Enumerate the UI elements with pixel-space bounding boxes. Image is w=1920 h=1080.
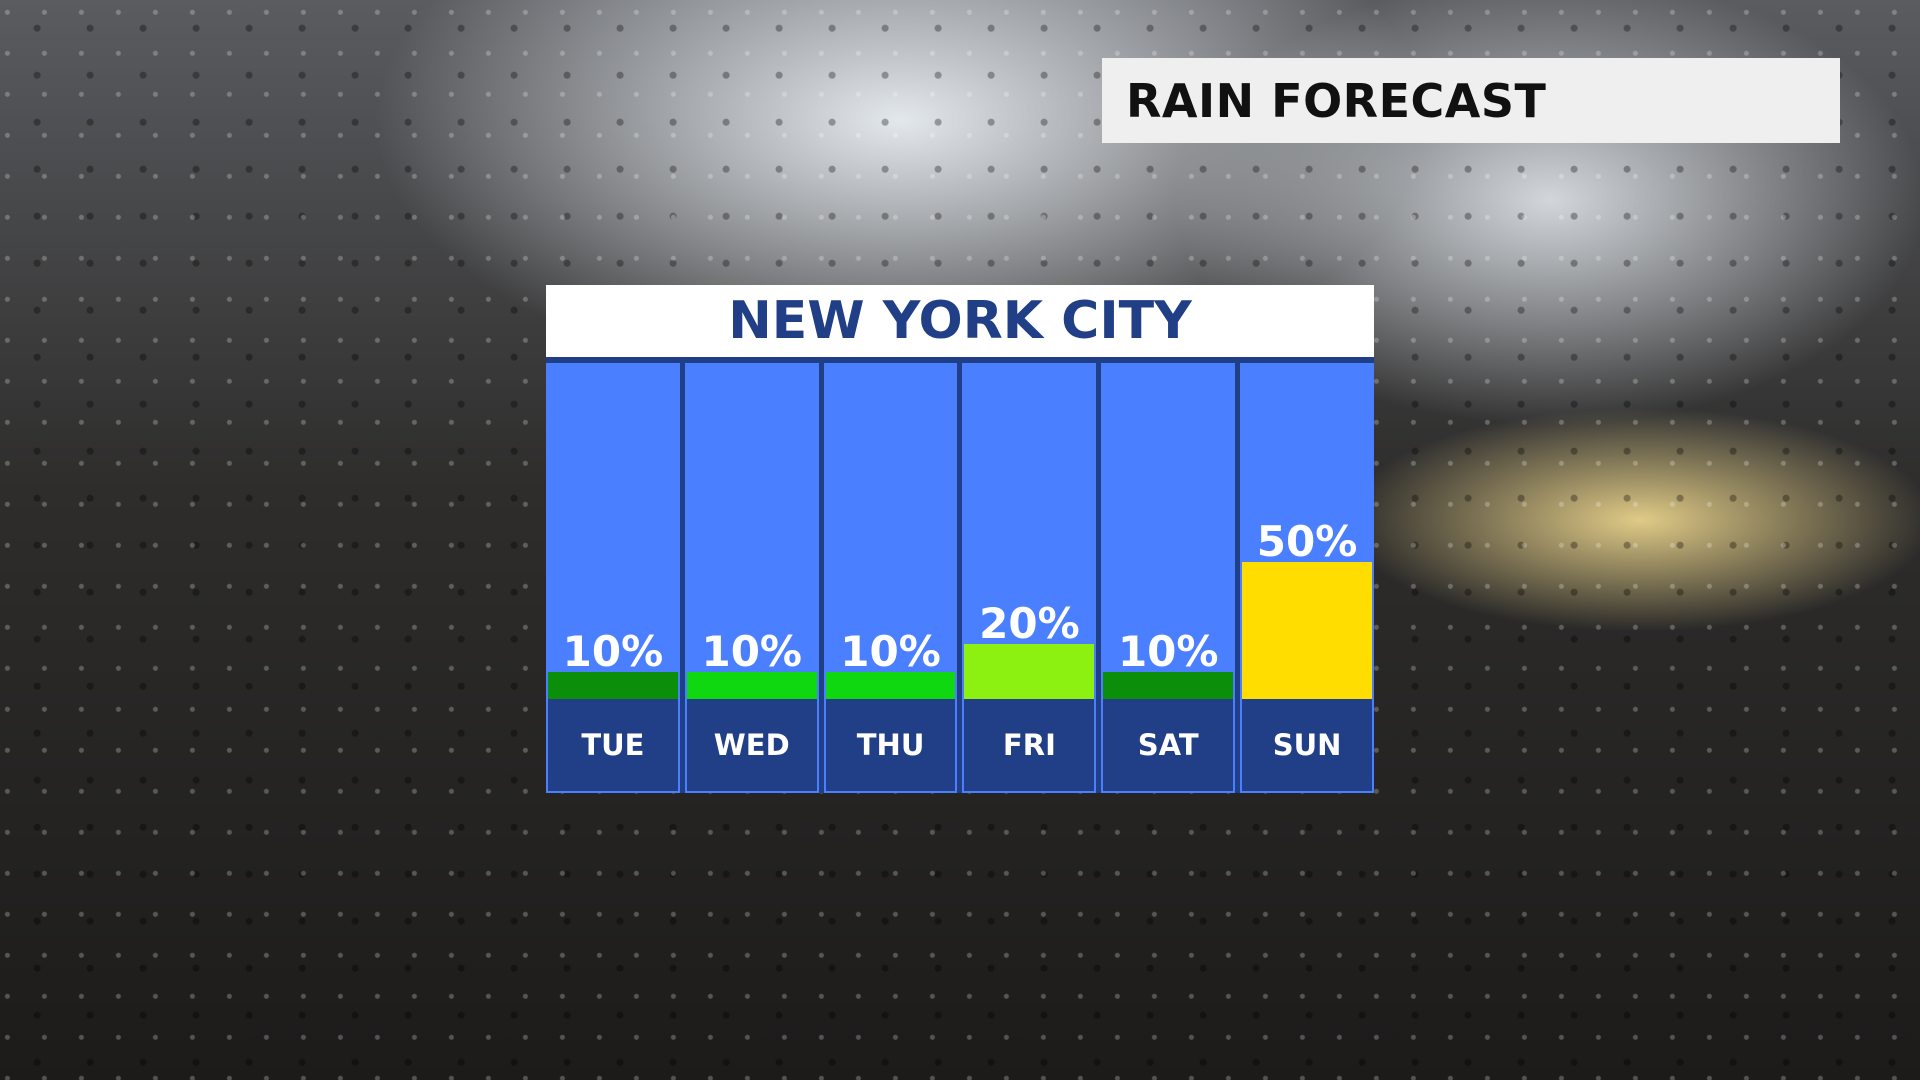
bar xyxy=(1103,671,1234,699)
day-column: 50% SUN xyxy=(1240,363,1374,793)
day-column: 20% FRI xyxy=(962,363,1097,793)
bar xyxy=(964,644,1095,699)
headline-box: RAIN FORECAST xyxy=(1102,58,1840,143)
bar xyxy=(548,671,678,699)
data-label: 20% xyxy=(979,599,1080,648)
data-label: 10% xyxy=(840,626,941,676)
bar xyxy=(686,671,817,699)
data-label: 50% xyxy=(1256,516,1358,566)
bar-columns: 10% TUE 10% WED 10% THU 20% FRI 10% SAT 50% SUN xyxy=(546,357,1374,793)
day-column: 10% TUE xyxy=(546,363,680,793)
forecast-panel: NEW YORK CITY 10% TUE 10% WED 10% THU 20% FRI 10… xyxy=(546,285,1374,793)
day-label: SUN xyxy=(1242,699,1372,791)
day-column: 10% SAT xyxy=(1101,363,1236,793)
data-label: 10% xyxy=(562,626,664,676)
data-label: 10% xyxy=(1117,626,1219,676)
day-label: WED xyxy=(686,699,817,791)
day-label: FRI xyxy=(964,699,1095,791)
bar xyxy=(1242,561,1372,699)
day-label: SAT xyxy=(1103,699,1234,791)
chart-title: NEW YORK CITY xyxy=(546,285,1374,357)
day-label: TUE xyxy=(548,699,678,791)
bar xyxy=(825,671,956,699)
data-label: 10% xyxy=(701,626,802,676)
headline-title: RAIN FORECAST xyxy=(1126,73,1547,128)
day-column: 10% WED xyxy=(684,363,819,793)
day-label: THU xyxy=(825,699,956,791)
day-column: 10% THU xyxy=(823,363,958,793)
